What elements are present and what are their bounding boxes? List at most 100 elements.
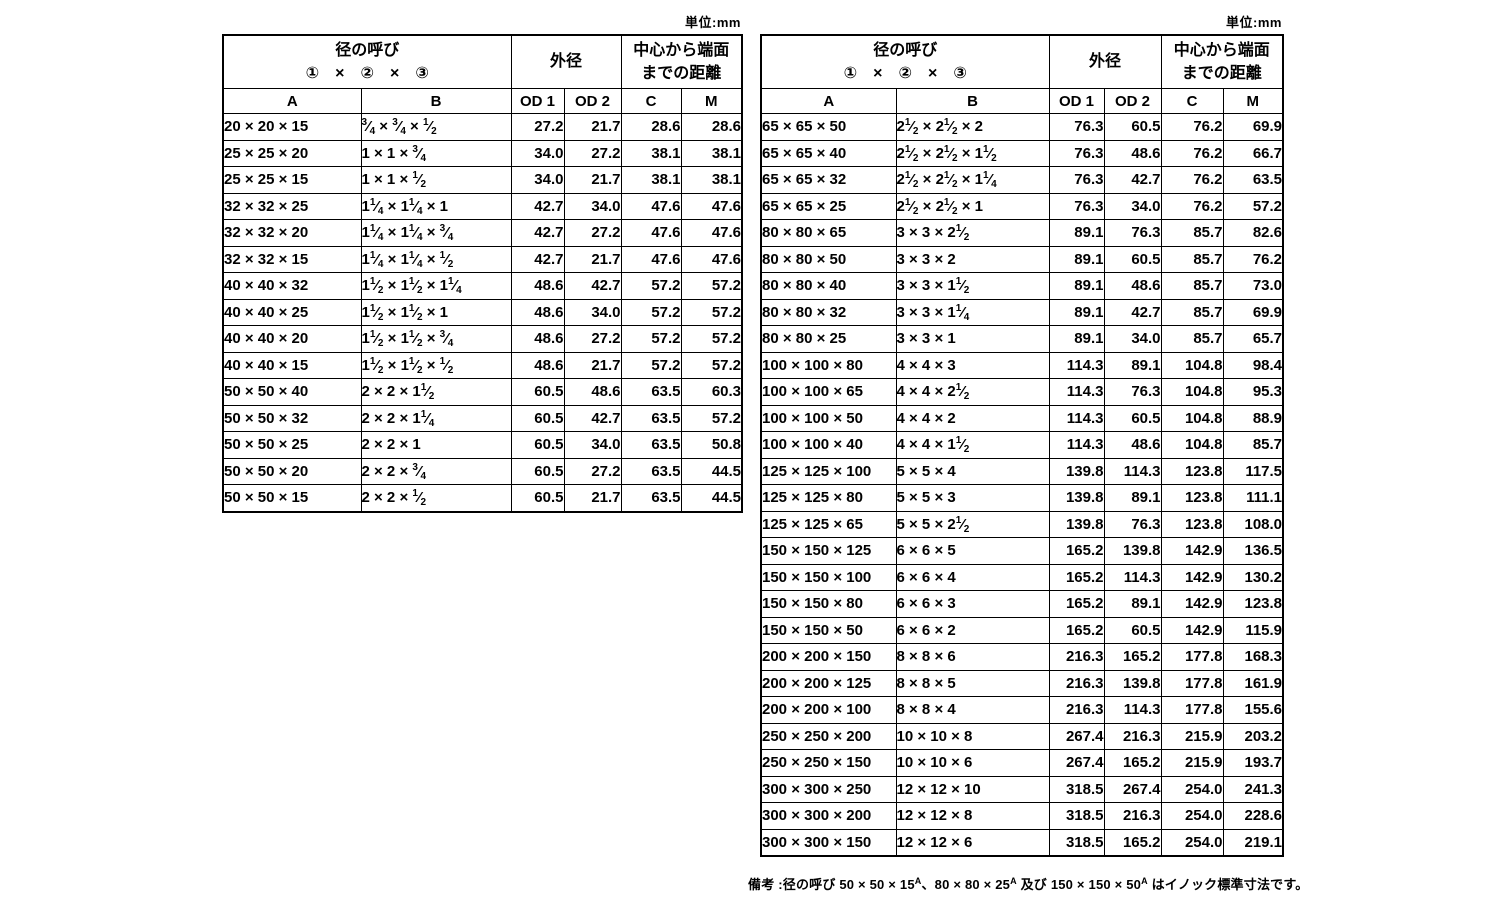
table-row: 100 × 100 × 50 4 × 4 × 2 114.3 60.5 104.8 88.… [760,404,1284,432]
cell-od2: 165.2 [1103,749,1162,777]
table-row: 25 × 25 × 20 1 × 1 × 3⁄4 34.0 27.2 38.1 38.1 [222,139,743,167]
cell-m: 28.6 [680,113,743,141]
cell-nominal-a: 32 × 32 × 20 [222,219,362,247]
cell-od1: 34.0 [510,139,565,167]
table-row: 50 × 50 × 25 2 × 2 × 1 60.5 34.0 63.5 50.8 [222,431,743,459]
cell-c: 85.7 [1160,245,1224,273]
cell-nominal-b: 5 × 5 × 3 [895,484,1050,512]
cell-od1: 42.7 [510,192,565,220]
table-row: 65 × 65 × 25 21⁄2 × 21⁄2 × 1 76.3 34.0 76.2 5… [760,192,1284,220]
table-row: 25 × 25 × 15 1 × 1 × 1⁄2 34.0 21.7 38.1 38.1 [222,166,743,194]
cell-c: 215.9 [1160,722,1224,750]
cell-nominal-a: 100 × 100 × 80 [760,351,897,379]
cell-c: 47.6 [620,245,682,273]
cell-nominal-b: 6 × 6 × 2 [895,616,1050,644]
cell-od2: 21.7 [563,245,622,273]
cell-nominal-a: 50 × 50 × 25 [222,431,362,459]
cell-m: 38.1 [680,139,743,167]
cell-m: 130.2 [1222,563,1284,591]
cell-od1: 165.2 [1048,590,1105,618]
cell-nominal-b: 1 × 1 × 1⁄2 [360,166,512,194]
nominal-title: 径の呼び [873,41,938,59]
cell-m: 98.4 [1222,351,1284,379]
cell-nominal-b: 8 × 8 × 4 [895,696,1050,724]
cell-c: 47.6 [620,219,682,247]
cell-nominal-b: 3⁄4 × 3⁄4 × 1⁄2 [360,113,512,141]
cell-nominal-a: 65 × 65 × 25 [760,192,897,220]
cell-nominal-b: 11⁄2 × 11⁄2 × 11⁄4 [360,272,512,300]
col-header-b: B [895,88,1050,114]
cell-nominal-a: 65 × 65 × 40 [760,139,897,167]
cell-od2: 27.2 [563,457,622,485]
cell-od1: 76.3 [1048,192,1105,220]
cell-nominal-b: 10 × 10 × 6 [895,749,1050,777]
cell-nominal-a: 100 × 100 × 40 [760,431,897,459]
cell-m: 57.2 [680,351,743,379]
cell-m: 82.6 [1222,219,1284,247]
cell-nominal-a: 200 × 200 × 100 [760,696,897,724]
cell-nominal-a: 125 × 125 × 65 [760,510,897,538]
cell-c: 38.1 [620,166,682,194]
cell-od1: 60.5 [510,431,565,459]
cell-nominal-a: 200 × 200 × 150 [760,643,897,671]
cell-od1: 216.3 [1048,643,1105,671]
cell-od2: 42.7 [1103,298,1162,326]
cell-c: 85.7 [1160,272,1224,300]
table-row: 300 × 300 × 200 12 × 12 × 8 318.5 216.3 254.… [760,802,1284,830]
cell-c: 85.7 [1160,298,1224,326]
table-row: 150 × 150 × 125 6 × 6 × 5 165.2 139.8 142.9 1… [760,537,1284,565]
cell-nominal-a: 150 × 150 × 125 [760,537,897,565]
cell-nominal-b: 3 × 3 × 21⁄2 [895,219,1050,247]
cell-m: 69.9 [1222,298,1284,326]
table-row: 250 × 250 × 200 10 × 10 × 8 267.4 216.3 215.… [760,722,1284,750]
cell-m: 155.6 [1222,696,1284,724]
cell-m: 76.2 [1222,245,1284,273]
col-header-m: M [1222,88,1284,114]
cell-od2: 34.0 [1103,325,1162,353]
cell-od1: 114.3 [1048,404,1105,432]
cell-nominal-a: 40 × 40 × 25 [222,298,362,326]
cell-nominal-b: 3 × 3 × 11⁄4 [895,298,1050,326]
cell-nominal-a: 65 × 65 × 32 [760,166,897,194]
cell-od2: 267.4 [1103,775,1162,803]
cell-od2: 165.2 [1103,643,1162,671]
cell-m: 117.5 [1222,457,1284,485]
cell-od1: 48.6 [510,351,565,379]
cell-nominal-b: 11⁄4 × 11⁄4 × 3⁄4 [360,219,512,247]
cell-m: 38.1 [680,166,743,194]
cell-od2: 114.3 [1103,457,1162,485]
table-row: 80 × 80 × 32 3 × 3 × 11⁄4 89.1 42.7 85.7 69.9 [760,298,1284,326]
cell-c: 123.8 [1160,484,1224,512]
table-row: 50 × 50 × 20 2 × 2 × 3⁄4 60.5 27.2 63.5 44.5 [222,457,743,485]
cell-c: 76.2 [1160,192,1224,220]
cell-m: 193.7 [1222,749,1284,777]
table-body-left: 20 × 20 × 15 3⁄4 × 3⁄4 × 1⁄2 27.2 21.7 28.6 2… [222,113,743,512]
cell-c: 63.5 [620,484,682,512]
table-row: 40 × 40 × 15 11⁄2 × 11⁄2 × 1⁄2 48.6 21.7 57.… [222,351,743,379]
cell-nominal-a: 150 × 150 × 50 [760,616,897,644]
cell-od1: 27.2 [510,113,565,141]
cell-od2: 34.0 [1103,192,1162,220]
cell-m: 241.3 [1222,775,1284,803]
cell-od1: 60.5 [510,404,565,432]
nominal-title: 径の呼び [335,41,400,59]
cell-nominal-a: 250 × 250 × 200 [760,722,897,750]
table-row: 150 × 150 × 50 6 × 6 × 2 165.2 60.5 142.9 115… [760,616,1284,644]
cell-c: 123.8 [1160,457,1224,485]
cell-m: 228.6 [1222,802,1284,830]
cell-od2: 60.5 [1103,616,1162,644]
cell-od2: 139.8 [1103,669,1162,697]
cell-m: 85.7 [1222,431,1284,459]
cell-od1: 318.5 [1048,775,1105,803]
cell-od1: 165.2 [1048,616,1105,644]
cell-m: 47.6 [680,245,743,273]
distance-title-line1: 中心から端面 [633,41,730,59]
cell-nominal-b: 2 × 2 × 1 [360,431,512,459]
cell-nominal-a: 100 × 100 × 50 [760,404,897,432]
cell-nominal-b: 11⁄2 × 11⁄2 × 1 [360,298,512,326]
cell-nominal-b: 2 × 2 × 11⁄2 [360,378,512,406]
cell-nominal-a: 25 × 25 × 20 [222,139,362,167]
cell-nominal-a: 25 × 25 × 15 [222,166,362,194]
table-row: 50 × 50 × 15 2 × 2 × 1⁄2 60.5 21.7 63.5 44.5 [222,484,743,512]
cell-m: 95.3 [1222,378,1284,406]
